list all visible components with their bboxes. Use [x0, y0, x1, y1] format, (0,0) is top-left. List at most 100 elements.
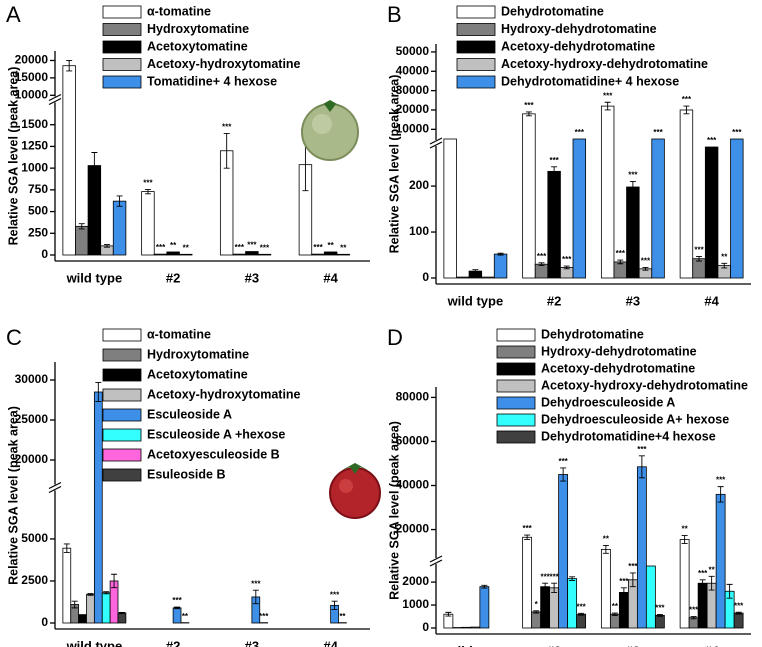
- significance-label: ***: [698, 569, 708, 578]
- error-bar: [472, 269, 479, 273]
- significance-label: ***: [251, 579, 261, 588]
- bar: [600, 105, 615, 279]
- legend-swatch: [102, 348, 142, 362]
- error-bar: [78, 223, 85, 230]
- error-bar: [681, 535, 688, 544]
- error-bar: [71, 600, 78, 609]
- legend-label: Acetoxy-dehydrotomatine: [501, 39, 655, 53]
- significance-label: ***: [537, 252, 547, 261]
- panel-label: D: [387, 325, 403, 350]
- x-tick-label: #2: [166, 270, 180, 285]
- bar: [576, 613, 587, 629]
- significance-label: **: [183, 243, 190, 252]
- significance-label: **: [170, 241, 177, 250]
- bar: [470, 626, 481, 629]
- bar: [697, 582, 708, 629]
- significance-label: ***: [734, 601, 744, 610]
- legend-label: Dehydroesculeoside A+ hexose: [541, 412, 729, 426]
- error-bar: [174, 606, 181, 610]
- legend-swatch: [456, 23, 496, 36]
- bar: [651, 138, 665, 279]
- y-tick-label: 200: [409, 178, 429, 192]
- legend-label: α-tomatine: [147, 4, 211, 18]
- legend-label: Hydroxytomatine: [147, 22, 249, 36]
- y-tick-label: 30000: [15, 372, 49, 386]
- y-tick-label: 25000: [15, 412, 49, 426]
- y-tick-label: 250: [28, 225, 48, 239]
- bar: [112, 200, 127, 256]
- legend-label: Acetoxy-hydroxytomatine: [147, 57, 301, 71]
- bar: [172, 607, 182, 624]
- y-tick-label: 20000: [396, 522, 430, 536]
- significance-label: ***: [628, 562, 638, 571]
- legend-label: Hydroxytomatine: [147, 347, 249, 361]
- significance-label: **: [709, 565, 716, 574]
- bar: [153, 253, 168, 256]
- y-tick-label: 0: [41, 615, 48, 629]
- significance-label: ***: [576, 602, 586, 611]
- bar: [141, 191, 155, 256]
- significance-label: **: [182, 612, 189, 621]
- y-tick-label: 80000: [396, 390, 430, 404]
- red-tomato: [329, 463, 381, 519]
- significance-label: ***: [628, 171, 638, 180]
- significance-label: ***: [222, 123, 232, 132]
- significance-label: **: [340, 243, 347, 252]
- legend-swatch: [102, 40, 142, 54]
- legend-swatch: [456, 58, 496, 71]
- bar: [179, 253, 193, 256]
- legend-swatch: [496, 362, 536, 376]
- bar: [549, 587, 560, 629]
- error-bar: [103, 244, 110, 248]
- bar: [654, 614, 665, 629]
- y-tick-label: 40000: [396, 63, 430, 77]
- panel-label: C: [6, 325, 22, 350]
- significance-label: **: [328, 241, 335, 250]
- bar: [75, 225, 89, 256]
- significance-label: ***: [637, 445, 647, 454]
- legend-swatch: [496, 379, 536, 393]
- error-bar: [551, 582, 558, 593]
- significance-label: ***: [716, 476, 726, 485]
- error-bar: [708, 575, 715, 591]
- bar: [101, 592, 111, 624]
- y-tick-label: 60000: [396, 434, 430, 448]
- legend-label: Dehydrotomatidine+ 4 hexose: [501, 74, 679, 88]
- bar: [117, 612, 127, 624]
- legend-swatch: [456, 5, 496, 19]
- green-tomato: [301, 100, 359, 161]
- bar: [336, 253, 350, 256]
- legend-label: Acetoxyesculeoside B: [147, 447, 280, 461]
- x-tick-label: wild type: [447, 293, 504, 308]
- legend-swatch: [456, 75, 496, 89]
- y-tick-label: 20000: [396, 102, 430, 116]
- significance-label: ***: [682, 95, 692, 104]
- bar: [522, 536, 533, 629]
- legend-label: Acetoxy-hydroxytomatine: [147, 387, 301, 401]
- legend-label: Dehydrotomatine: [541, 327, 644, 341]
- bar: [733, 612, 744, 629]
- significance-label: ***: [235, 243, 245, 252]
- panel-label: A: [6, 2, 21, 27]
- x-tick-label: #3: [245, 270, 259, 285]
- y-axis-label: Relative SGA level (peak area): [6, 406, 20, 585]
- y-tick-label: 1000: [21, 160, 48, 174]
- bar: [600, 548, 611, 629]
- significance-label: **: [682, 525, 689, 534]
- axis-break: [430, 558, 442, 564]
- error-bar: [717, 486, 724, 503]
- error-bar: [118, 611, 125, 614]
- axis-break-mark: [429, 137, 443, 149]
- significance-label: ***: [247, 241, 257, 250]
- axis-break-mark: [48, 481, 62, 494]
- bar: [62, 65, 76, 256]
- y-tick-label: 10000: [15, 87, 49, 101]
- significance-label: ***: [540, 572, 550, 581]
- x-tick-label: #2: [547, 643, 561, 647]
- significance-label: ***: [549, 572, 559, 581]
- significance-label: ***: [172, 596, 182, 605]
- panel-label: B: [387, 2, 402, 27]
- significance-label: ***: [575, 128, 585, 137]
- significance-label: ***: [707, 136, 717, 145]
- y-axis-label: Relative SGA level (peak area): [387, 75, 401, 254]
